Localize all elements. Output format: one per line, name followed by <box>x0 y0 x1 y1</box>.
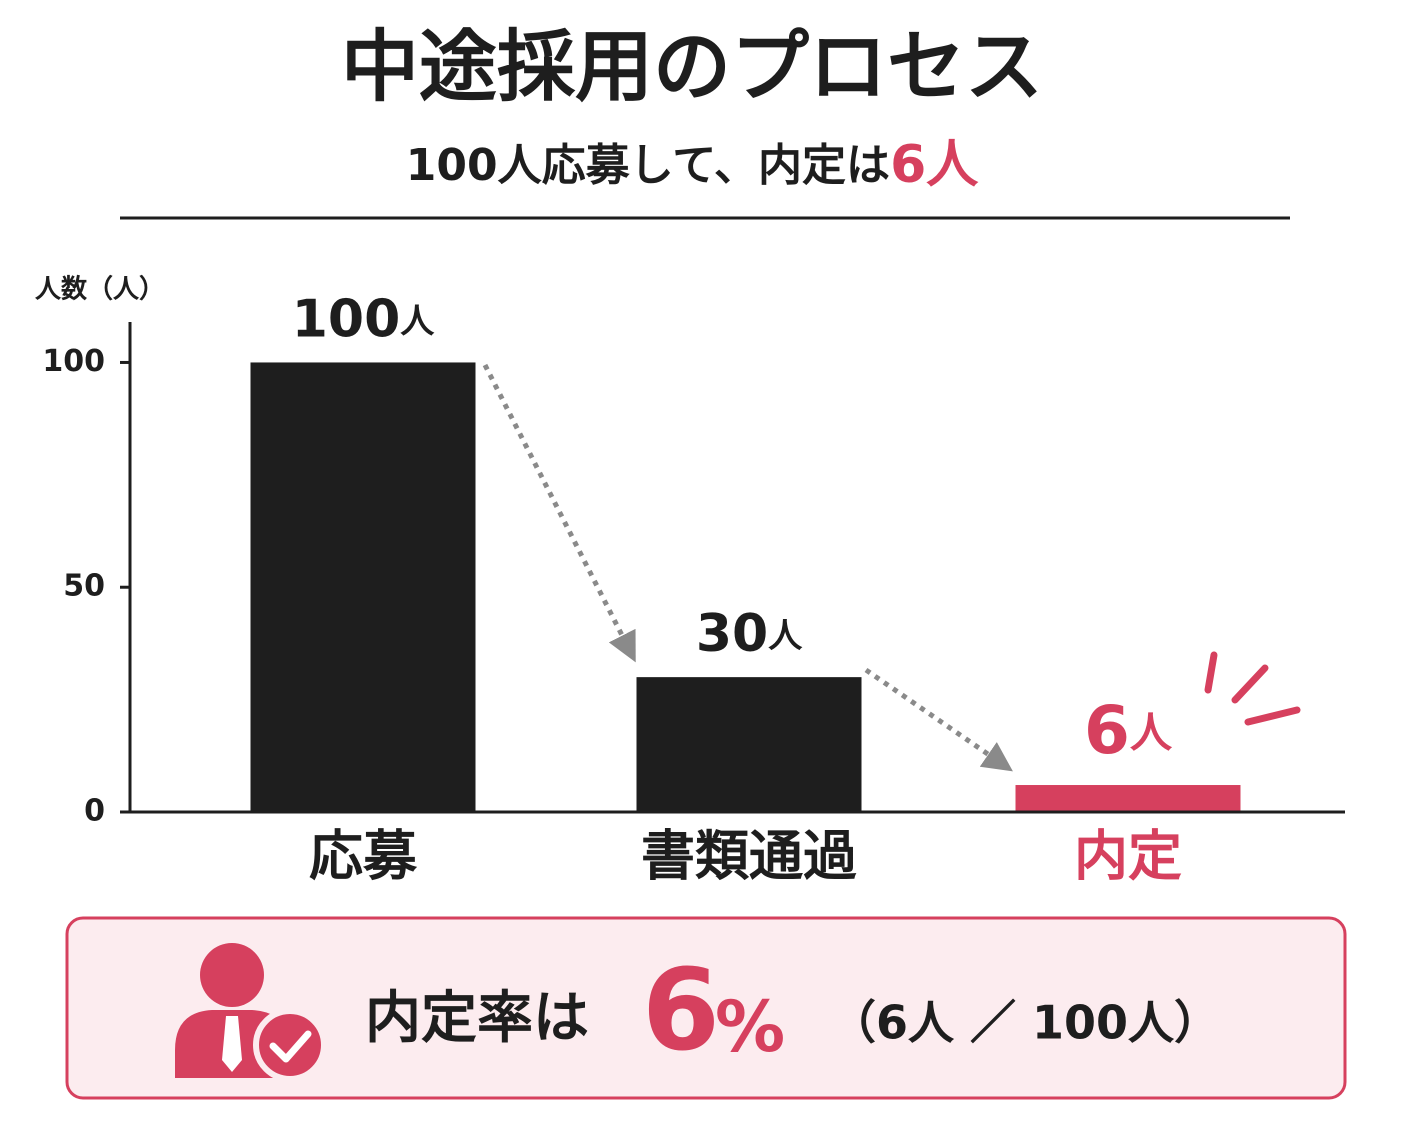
value-label: 100人 <box>292 289 436 349</box>
callout-prefix: 内定率は <box>365 986 589 1051</box>
subtitle: 100人応募して、内定は6人 <box>406 135 980 195</box>
flow-arrow <box>864 667 1013 772</box>
callout-box <box>65 916 1347 1100</box>
y-tick-label: 50 <box>63 569 105 604</box>
subtitle-text: 100人応募して、内定は <box>406 140 890 191</box>
callout-detail: （6人 ／ 100人） <box>830 996 1220 1050</box>
burst <box>1204 651 1301 726</box>
y-axis-label: 人数（人） <box>34 275 165 305</box>
bar <box>636 677 862 812</box>
value-label: 6人 <box>1084 692 1173 769</box>
flow-arrow <box>482 363 636 663</box>
callout-rate: 6 <box>642 946 720 1076</box>
y-tick-label: 0 <box>84 794 105 829</box>
value-label: 30人 <box>696 604 803 664</box>
person-icon <box>175 943 327 1082</box>
callout-unit: % <box>715 986 785 1068</box>
x-tick-label: 応募 <box>309 825 418 888</box>
chart-title: 中途採用のプロセス <box>341 22 1043 112</box>
bar <box>1015 785 1241 812</box>
subtitle-highlight: 6人 <box>890 135 979 195</box>
y-tick-label: 100 <box>42 344 105 379</box>
bar <box>250 362 476 812</box>
x-tick-label: 書類通過 <box>641 825 857 888</box>
x-tick-label: 内定 <box>1074 825 1182 888</box>
